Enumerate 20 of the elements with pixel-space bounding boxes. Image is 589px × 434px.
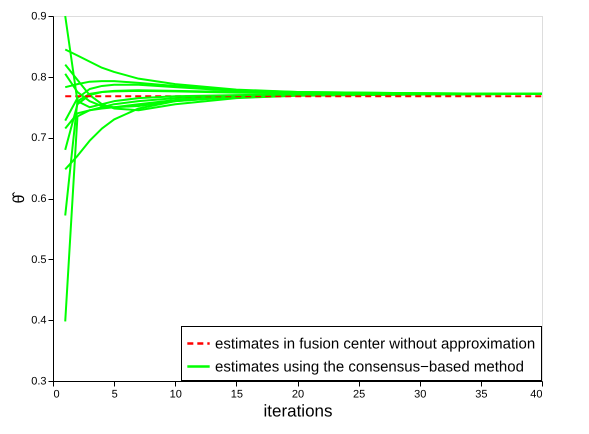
y-tick-label: 0.3	[31, 376, 46, 388]
x-tick-label: 10	[170, 388, 182, 400]
y-tick-label: 0.7	[31, 132, 46, 144]
y-tick-label: 0.5	[31, 254, 46, 266]
y-tick-label: 0.9	[31, 10, 46, 22]
x-tick-label: 5	[112, 388, 118, 400]
y-tick-label: 0.8	[31, 71, 46, 84]
x-tick-label: 35	[475, 388, 488, 400]
y-axis-title: θ̂	[11, 192, 28, 204]
x-tick-label: 15	[230, 388, 243, 400]
x-tick-label: 40	[530, 388, 542, 400]
x-tick-label: 0	[54, 388, 60, 400]
legend-label: estimates in fusion center without approximation	[215, 336, 536, 352]
x-tick-label: 30	[414, 388, 426, 400]
x-tick-label: 25	[353, 388, 366, 400]
x-tick-label: 20	[292, 388, 304, 400]
y-tick-label: 0.6	[31, 193, 46, 205]
legend-label: estimates using the consensus−based method	[215, 358, 524, 376]
x-axis-title: iterations	[264, 402, 332, 420]
y-tick-label: 0.4	[31, 314, 46, 327]
